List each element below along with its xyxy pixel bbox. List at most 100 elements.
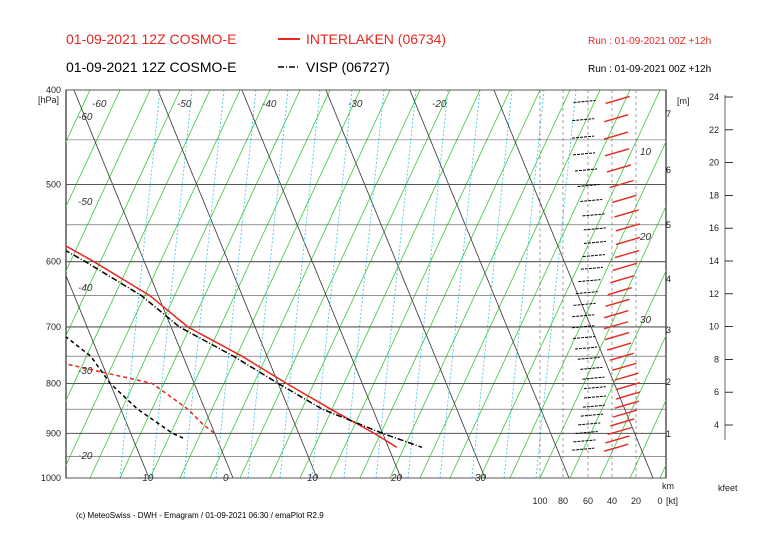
wind-barb-interlaken — [615, 391, 641, 400]
kfeet-label: 22 — [709, 125, 719, 135]
temperature-axis-label: 10 — [307, 473, 319, 484]
mixing-ratio-line — [471, 90, 513, 478]
wind-barb-interlaken — [609, 179, 634, 189]
wind-barb-interlaken — [614, 372, 639, 381]
wind-barb-visp — [582, 376, 605, 380]
dry-adiabat-line — [239, 90, 421, 478]
dry-adiabat-line — [299, 90, 481, 478]
pressure-unit-label: [hPa] — [38, 95, 59, 105]
dry-adiabat-line — [539, 205, 666, 478]
kfeet-unit-label: kfeet — [718, 483, 738, 493]
wind-barb-interlaken — [614, 249, 640, 259]
wind-barb-interlaken — [614, 209, 639, 218]
kfeet-label: 8 — [714, 354, 719, 364]
wind-barb-visp — [583, 395, 606, 399]
mixing-ratio-line — [407, 90, 449, 478]
wind-barb-visp — [583, 227, 606, 231]
temperature-axis-label: 30 — [475, 473, 487, 484]
wind-speed-label: 100 — [532, 496, 547, 506]
kfeet-label: 16 — [709, 223, 719, 233]
wind-barb-visp — [580, 198, 603, 202]
wind-barb-visp — [572, 314, 595, 318]
pressure-tick-label: 900 — [46, 428, 61, 438]
wind-barb-visp — [578, 422, 601, 426]
wind-barb-visp — [577, 356, 600, 360]
isotherm-top-label: -20 — [432, 99, 447, 110]
dry-adiabat-line — [0, 90, 60, 478]
mixing-ratio-line — [151, 90, 193, 478]
wind-speed-label: 80 — [558, 496, 568, 506]
mixing-ratio-line — [503, 90, 545, 478]
wind-barb-interlaken — [612, 409, 638, 418]
kfeet-label: 20 — [709, 158, 719, 168]
wind-barb-interlaken — [603, 321, 629, 330]
pressure-tick-label: 700 — [46, 322, 61, 332]
dry-adiabat-line — [389, 90, 571, 478]
isotherm-line — [157, 90, 318, 478]
mixing-ratio-line — [343, 90, 385, 478]
wind-barb-visp — [580, 266, 603, 270]
km-label: km — [662, 481, 674, 491]
dry-adiabat-line — [629, 399, 666, 478]
wind-barb-interlaken — [604, 331, 630, 341]
mixing-ratio-line — [215, 90, 257, 478]
dry-adiabat-line — [599, 334, 666, 478]
dry-adiabat-line — [209, 90, 391, 478]
isotherm-label: -40 — [78, 283, 93, 294]
isotherm-line — [66, 274, 150, 478]
wind-barb-interlaken — [607, 286, 632, 296]
wind-barb-visp — [573, 302, 596, 306]
wind-barb-visp — [574, 168, 598, 172]
isotherm-top-label: -60 — [92, 99, 107, 110]
wind-barb-interlaken — [612, 262, 638, 271]
wind-barb-interlaken — [604, 310, 629, 319]
title-line1-model: 01-09-2021 12Z COSMO-E — [66, 31, 236, 47]
wind-barb-interlaken — [610, 274, 635, 284]
wind-barb-interlaken — [605, 95, 630, 105]
isotherm-line — [73, 90, 234, 478]
dry-adiabat-line — [569, 270, 666, 478]
temperature-axis-label: 20 — [390, 473, 403, 484]
dry-adiabat-line — [750, 90, 766, 478]
wind-barb-visp — [582, 404, 605, 408]
wind-barb-interlaken — [615, 382, 640, 391]
wind-barb-visp — [583, 240, 606, 244]
dry-adiabat-line — [419, 90, 601, 478]
dry-adiabat-line — [329, 90, 511, 478]
pressure-tick-label: 600 — [46, 257, 61, 267]
dry-adiabat-line — [66, 90, 151, 273]
isotherm-top-label: -40 — [262, 99, 277, 110]
dry-adiabat-line — [89, 90, 271, 478]
wind-barb-visp — [572, 118, 595, 122]
dry-adiabat-line — [479, 90, 661, 478]
kfeet-label: 24 — [709, 92, 719, 102]
dry-adiabat-line — [690, 90, 766, 478]
height-km-label: 5 — [666, 220, 671, 230]
title-line2-run: Run : 01-09-2021 00Z +12h — [588, 64, 711, 75]
kfeet-label: 14 — [709, 256, 719, 266]
wind-barb-visp — [582, 213, 605, 217]
wind-barb-visp — [578, 279, 601, 283]
kfeet-label: 6 — [714, 387, 719, 397]
pressure-tick-label: 400 — [46, 85, 61, 95]
wind-barb-interlaken — [604, 113, 629, 123]
interlaken-temperature-line — [66, 245, 398, 448]
wind-barb-interlaken — [604, 443, 629, 452]
height-km-label: 2 — [666, 377, 671, 387]
wind-barb-visp — [582, 254, 605, 258]
wind-barb-visp — [573, 336, 596, 340]
mixing-ratio-line — [183, 90, 225, 478]
kfeet-label: 18 — [709, 190, 719, 200]
wind-barb-interlaken — [606, 164, 632, 173]
wind-barb-visp — [573, 152, 596, 156]
isotherm-line — [0, 90, 65, 478]
wind-barb-visp — [575, 431, 598, 434]
wind-barb-interlaken — [606, 342, 632, 351]
dry-adiabat-line — [66, 90, 241, 467]
title-line2-station: VISP (06727) — [306, 59, 390, 75]
dry-adiabat-line — [66, 90, 181, 337]
wind-barb-visp — [575, 346, 598, 350]
wind-barb-interlaken — [610, 418, 635, 427]
